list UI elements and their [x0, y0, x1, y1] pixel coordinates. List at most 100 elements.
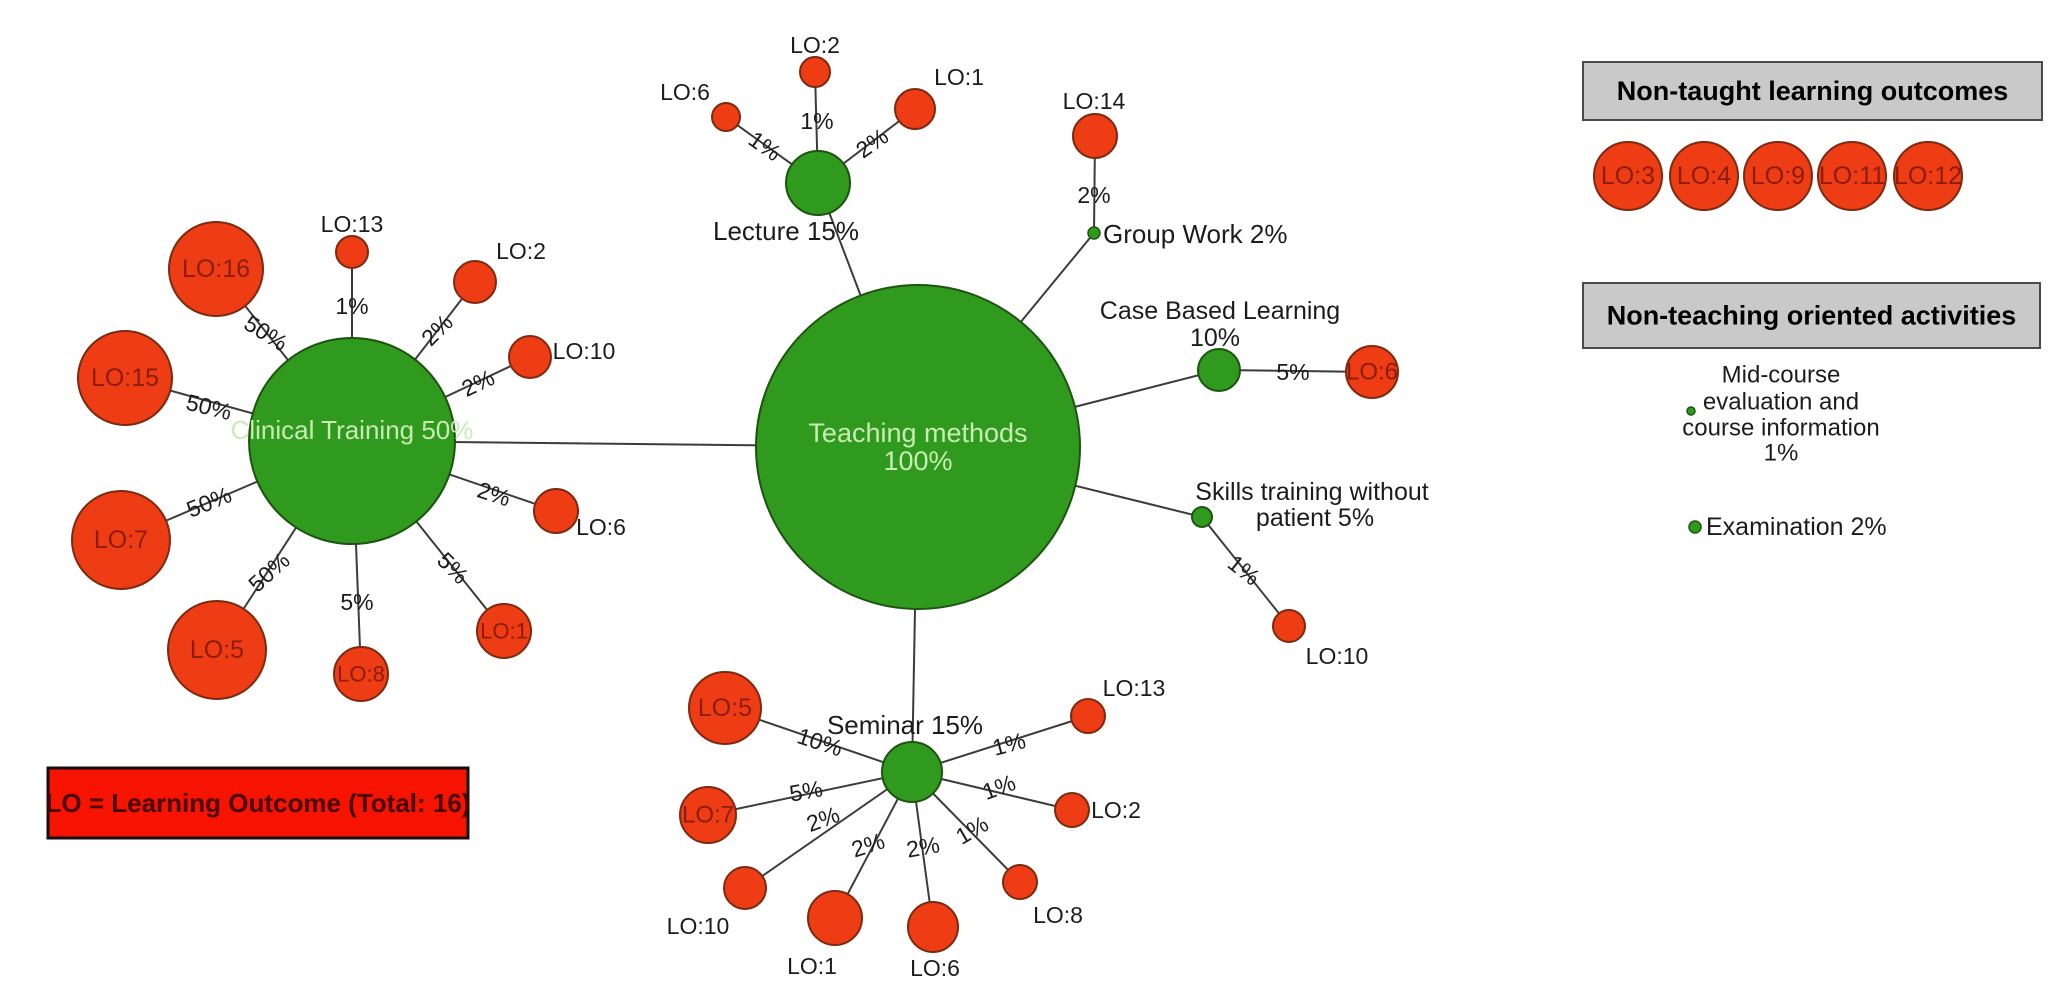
node-se5 — [688, 671, 762, 745]
node-c15-label: LO:15 — [91, 364, 159, 392]
pct-label-ct-c16: 50% — [240, 310, 293, 356]
node-c7-label: LO:7 — [94, 526, 148, 554]
node-label: LO:13 — [1103, 675, 1166, 701]
legend-circle-LO:12 — [1893, 141, 1963, 211]
legend-circle-label: LO:3 — [1601, 162, 1655, 190]
node-se10 — [723, 866, 767, 910]
node-se7-label: LO:7 — [682, 802, 734, 829]
node-label: LO:1 — [934, 64, 984, 90]
node-label: LO:8 — [1033, 902, 1083, 928]
node-c1-label: LO:1 — [480, 619, 528, 644]
non-teaching-header-box — [1582, 282, 2041, 349]
node-label: Case Based Learning — [1100, 297, 1340, 325]
node-c7 — [71, 490, 171, 590]
legend-circle-LO:9 — [1743, 141, 1813, 211]
activity-label: Mid-course — [1722, 362, 1841, 389]
node-label: Group Work 2% — [1103, 219, 1287, 249]
pct-label-cbl-cb6: 5% — [1276, 359, 1309, 385]
non-teaching-header: Non-teaching oriented activities — [1607, 301, 2017, 331]
legend-circle-LO:11 — [1817, 141, 1887, 211]
node-cb6 — [1345, 345, 1399, 399]
node-l2 — [799, 56, 831, 88]
node-se5-label: LO:5 — [698, 694, 752, 722]
pct-label-ct-c15: 50% — [184, 389, 235, 425]
node-se2 — [1054, 792, 1090, 828]
node-label: LO:10 — [553, 338, 616, 364]
node-label: LO:2 — [1091, 797, 1141, 823]
pct-label-seminar-se8: 1% — [951, 810, 993, 849]
legend-panels-layer: Non-taught learning outcomes LO:3 LO:4 LO:9… — [1582, 61, 2043, 541]
pct-label-lecture-l2: 1% — [800, 108, 833, 134]
node-skills — [1191, 506, 1213, 528]
node-label: LO:6 — [910, 955, 960, 981]
node-se7 — [679, 786, 737, 844]
pct-label-seminar-se6: 2% — [904, 831, 941, 862]
node-c8 — [333, 646, 389, 702]
node-cb6-label: LO:6 — [1346, 359, 1398, 386]
node-c5-label: LO:5 — [190, 636, 244, 664]
activity-label: course information — [1682, 415, 1879, 442]
node-ct — [248, 337, 456, 545]
pct-label-ct-c6: 2% — [474, 476, 514, 511]
node-label: LO:6 — [576, 514, 626, 540]
node-tm — [755, 284, 1081, 610]
node-groupwork — [1087, 226, 1101, 240]
node-c2 — [453, 260, 497, 304]
node-label: LO:10 — [667, 913, 730, 939]
node-c8-label: LO:8 — [337, 662, 385, 687]
lo-note-box — [46, 766, 470, 840]
edge-seminar-se10 — [744, 771, 913, 889]
pct-label-ct-c2: 2% — [416, 309, 458, 351]
activity-label: Examination 2% — [1706, 513, 1887, 541]
legend-circle-LO:3 — [1593, 141, 1663, 211]
node-label: LO:6 — [660, 79, 710, 105]
pct-label-ct-c5: 50% — [243, 547, 295, 597]
pct-label-ct-c8: 5% — [340, 589, 373, 615]
legend-circle-label: LO:4 — [1677, 162, 1731, 190]
node-label: LO:2 — [496, 238, 546, 264]
node-label: LO:14 — [1063, 88, 1126, 114]
node-cbl — [1197, 348, 1241, 392]
node-se6 — [907, 901, 959, 953]
node-c16-label: LO:16 — [182, 255, 250, 283]
node-c5 — [167, 600, 267, 700]
node-ct-label: Clinical Training 50% — [231, 415, 474, 445]
node-c1 — [476, 603, 532, 659]
node-l6 — [711, 102, 741, 132]
node-c13 — [335, 235, 369, 269]
activity-dot — [1688, 520, 1702, 534]
node-label: LO:10 — [1306, 643, 1369, 669]
note-layer: LO = Learning Outcome (Total: 16) — [46, 766, 471, 840]
lo-note-text: LO = Learning Outcome (Total: 16) — [46, 788, 471, 818]
node-se1 — [807, 890, 863, 946]
node-c10 — [508, 335, 552, 379]
pct-label-ct-c10: 2% — [457, 364, 498, 402]
pct-label-seminar-se1: 2% — [848, 827, 888, 862]
node-label: LO:1 — [787, 953, 837, 979]
legend-circle-label: LO:9 — [1751, 162, 1805, 190]
node-tm-label: 100% — [883, 446, 952, 476]
activity-label: evaluation and — [1703, 389, 1859, 416]
pct-label-lecture-l1: 2% — [851, 123, 893, 163]
node-seminar — [881, 741, 943, 803]
pct-label-ct-c13: 1% — [335, 293, 368, 319]
pct-label-skills-s10: 1% — [1223, 550, 1265, 591]
pct-label-lecture-l6: 1% — [744, 126, 786, 166]
node-label: 10% — [1190, 324, 1240, 352]
node-lecture — [785, 150, 851, 216]
node-label: LO:13 — [321, 211, 384, 237]
non-taught-header: Non-taught learning outcomes — [1617, 76, 2009, 106]
non-taught-header-box — [1582, 61, 2043, 121]
node-tm-label: Teaching methods — [808, 418, 1027, 448]
legend-circle-LO:4 — [1669, 141, 1739, 211]
edge-seminar-se7 — [707, 771, 913, 816]
node-l1 — [894, 88, 936, 130]
pct-label-seminar-se7: 5% — [787, 775, 824, 806]
node-label: Seminar 15% — [827, 710, 983, 740]
node-c6 — [533, 488, 579, 534]
node-label: Lecture 15% — [713, 216, 859, 246]
pct-label-ct-c1: 5% — [432, 547, 474, 589]
node-g14 — [1072, 113, 1118, 159]
